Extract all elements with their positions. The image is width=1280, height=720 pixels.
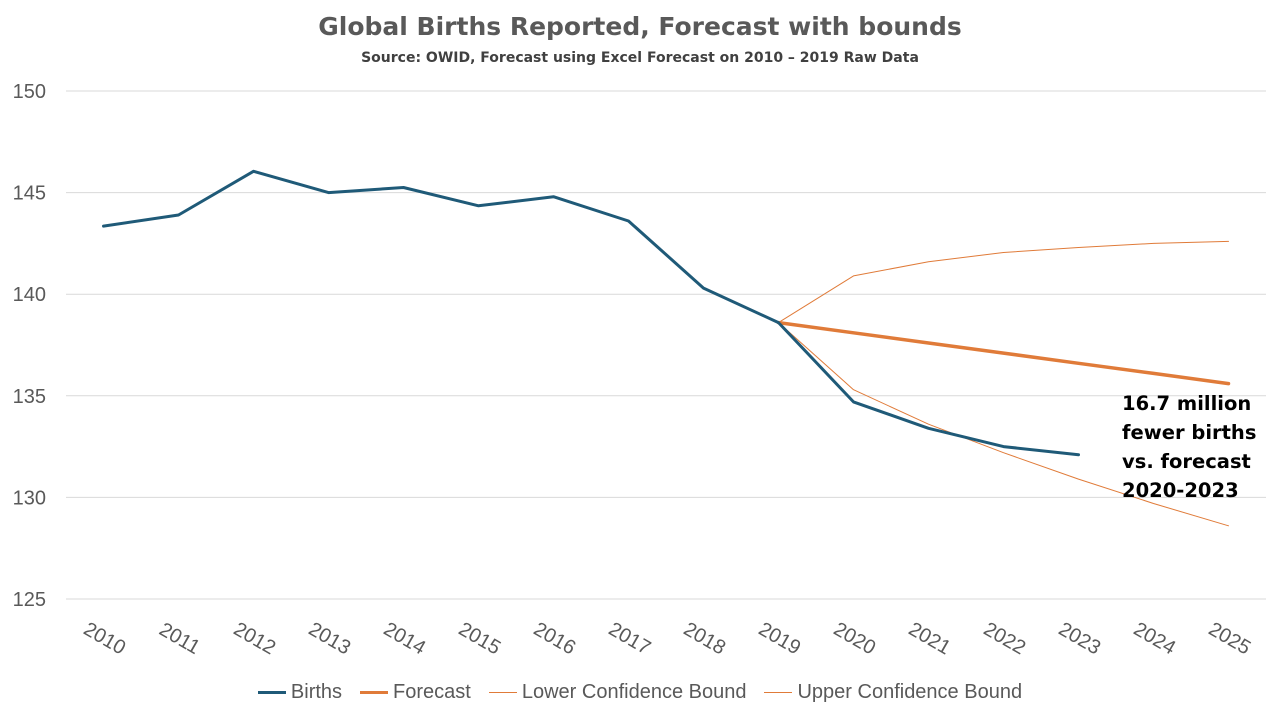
x-tick-label: 2013 [305, 618, 355, 659]
y-tick-label: 135 [13, 386, 46, 408]
x-tick-label: 2015 [455, 618, 505, 659]
y-tick-label: 150 [13, 81, 46, 103]
x-tick-label: 2022 [980, 618, 1030, 659]
series-lines [102, 169, 1231, 527]
y-tick-label: 145 [13, 183, 46, 205]
chart-title: Global Births Reported, Forecast with bo… [318, 12, 962, 41]
y-tick-label: 125 [13, 589, 46, 611]
legend-label: Births [290, 681, 343, 703]
x-tick-label: 2021 [905, 618, 955, 659]
x-tick-label: 2019 [755, 618, 805, 659]
legend-label: Forecast [393, 681, 471, 703]
legend-swatch [488, 692, 517, 693]
x-tick-label: 2023 [1055, 618, 1105, 659]
x-tick-label: 2012 [230, 618, 280, 659]
x-tick-label: 2017 [605, 618, 655, 659]
y-tick-label: 140 [13, 284, 46, 306]
x-tick-label: 2024 [1130, 618, 1180, 659]
chart-annotation: 16.7 million fewer births vs. forecast 2… [1122, 392, 1257, 502]
gridlines [66, 90, 1266, 600]
x-tick-label: 2018 [680, 618, 730, 659]
legend-swatch [764, 692, 793, 693]
series-line-forecast [776, 320, 1231, 386]
series-line-lower-confidence-bound [778, 322, 1229, 527]
x-tick-label: 2025 [1205, 618, 1255, 659]
legend-item: Forecast [360, 681, 471, 704]
legend: Births Forecast Lower Confidence Bound Uppe… [0, 681, 1280, 704]
legend-label: Upper Confidence Bound [797, 681, 1023, 703]
x-axis: 2010 2011 2012 2013 2014 2015 2016 2017 2018 2019… [80, 618, 1255, 659]
y-tick-label: 130 [13, 487, 46, 509]
x-tick-label: 2020 [830, 618, 880, 659]
legend-item: Lower Confidence Bound [488, 681, 747, 704]
legend-swatch [360, 691, 389, 694]
x-tick-label: 2010 [80, 618, 130, 659]
y-axis: 125 130 135 140 145 150 [13, 81, 46, 611]
legend-item: Births [257, 681, 343, 704]
legend-swatch [257, 691, 286, 694]
chart-subtitle: Source: OWID, Forecast using Excel Forec… [361, 50, 919, 66]
legend-label: Lower Confidence Bound [521, 681, 747, 703]
x-tick-label: 2014 [380, 618, 430, 659]
series-line-births [102, 169, 1080, 457]
legend-item: Upper Confidence Bound [764, 681, 1022, 704]
series-line-upper-confidence-bound [778, 240, 1229, 324]
x-tick-label: 2011 [155, 619, 203, 660]
x-tick-label: 2016 [530, 618, 580, 659]
